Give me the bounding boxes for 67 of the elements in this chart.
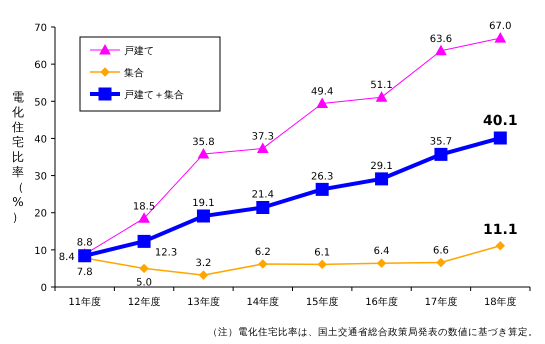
x-tick-label: 17年度 [424,296,458,308]
point [375,172,388,186]
x-tick-label: 11年度 [68,296,102,308]
y-tick-label: 0 [40,283,47,294]
y-tick-label: 60 [34,60,47,72]
data-label: 63.6 [430,34,452,45]
data-label: 8.8 [76,237,93,248]
data-label: 21.4 [252,190,274,201]
data-label: 3.2 [195,258,212,270]
x-tick-label: 16年度 [365,296,398,308]
x-tick-label: 14年度 [246,296,280,308]
x-tick-label: 13年度 [187,296,220,308]
point [316,98,328,108]
y-tick-label: 70 [34,23,47,34]
point [140,264,149,273]
point [494,132,507,145]
data-label: 7.8 [76,267,93,278]
point [494,32,506,43]
data-label: 19.1 [192,198,215,210]
data-label: 6.4 [374,246,390,258]
y-tick-label: 20 [34,208,47,220]
point [316,182,329,196]
y-tick-label: 30 [34,172,47,183]
legend-label: 戸建て [124,45,154,57]
legend-label: 戸建て＋集合 [124,89,184,101]
data-label: 51.1 [370,80,393,92]
x-tick-label: 18年度 [484,296,517,308]
point [436,258,446,267]
y-tick-label: 50 [34,97,47,108]
text: （注）電化住宅比率は、国土交通省総合政策局発表の数値に基づき算定。 [208,326,538,338]
point [258,259,268,268]
point [256,201,270,214]
point [496,241,505,250]
point [196,210,210,223]
point [435,45,446,56]
point [198,270,208,280]
data-label: 35.7 [430,136,452,148]
point [434,148,448,161]
x-tick-label: 15年度 [306,296,339,308]
point [78,249,92,262]
point [138,234,151,248]
data-label: 8.4 [58,252,75,263]
data-label: 6.6 [432,245,449,256]
point [377,258,386,268]
data-label: 6.2 [254,246,271,258]
data-label: 6.1 [314,247,330,258]
data-label: 26.3 [311,171,334,182]
y-tick-label: 40 [34,134,47,146]
point [318,260,327,269]
data-label: 11.1 [483,222,518,238]
data-label: 40.1 [483,113,518,130]
legend-label: 集合 [124,67,144,79]
y-axis-title: 電化住宅比率（%） [12,90,24,224]
data-label: 67.0 [489,21,512,32]
x-tick-label: 12年度 [128,296,160,308]
point [376,92,388,102]
data-label: 18.5 [132,201,156,212]
data-label: 5.0 [136,277,152,288]
data-label: 49.4 [311,86,334,98]
point [138,212,150,223]
data-label: 37.3 [252,131,274,142]
data-label: 35.8 [192,137,215,148]
point [198,148,209,159]
point [257,142,268,153]
data-label: 29.1 [370,160,393,172]
data-label: 12.3 [154,247,178,258]
y-tick-label: 10 [34,246,47,257]
